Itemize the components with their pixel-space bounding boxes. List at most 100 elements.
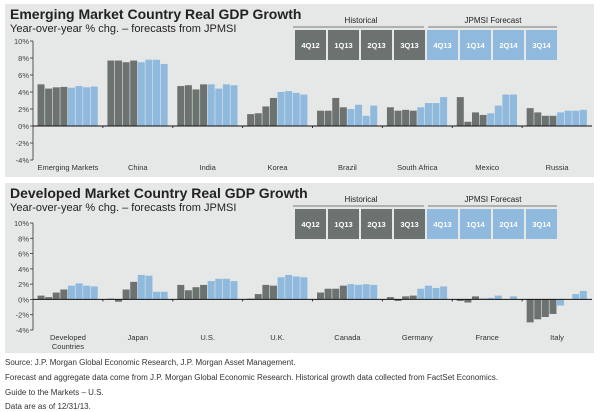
bar-germany-4q12 xyxy=(386,297,394,300)
y-tick-label: 0% xyxy=(18,122,29,131)
bar-italy-4q13 xyxy=(557,299,565,306)
category-label: Canada xyxy=(334,333,361,342)
category-label: Countries xyxy=(52,342,84,351)
bar-u-k--2q14 xyxy=(292,276,300,300)
bar-developed-countries-1q14 xyxy=(75,283,83,300)
bar-italy-4q12 xyxy=(526,299,534,323)
legend-label: 1Q13 xyxy=(334,41,352,50)
legend-box-3q13 xyxy=(394,30,425,60)
bar-china-1q13 xyxy=(115,60,123,126)
bar-mexico-3q13 xyxy=(479,114,487,126)
legend-box-1q13 xyxy=(328,30,359,60)
legend-label: 3Q13 xyxy=(400,220,418,229)
bar-developed-countries-2q13 xyxy=(52,292,60,300)
bar-u-k--1q13 xyxy=(254,294,262,300)
category-label: U.K. xyxy=(270,333,285,342)
category-label: Developed xyxy=(50,333,86,342)
bar-south-africa-3q13 xyxy=(409,110,417,126)
bar-korea-4q13 xyxy=(277,92,285,126)
y-tick-label: 4% xyxy=(18,88,29,97)
legend-box-1q13 xyxy=(328,209,359,239)
bar-emerging-markets-4q13 xyxy=(67,87,75,126)
historical-label: Historical xyxy=(345,195,378,204)
bar-germany-2q13 xyxy=(402,296,410,300)
y-tick-label: -4% xyxy=(16,156,30,165)
bar-emerging-markets-3q13 xyxy=(60,86,68,126)
developed-market-chart: Historical JPMSI Forecast 4Q12 1Q13 2Q13 3Q13… xyxy=(14,195,592,351)
bar-developed-countries-1q13 xyxy=(45,297,53,300)
category-label: U.S. xyxy=(200,333,215,342)
legend-box-4q13 xyxy=(427,30,458,60)
category-label: South Africa xyxy=(397,163,438,172)
bar-japan-3q13 xyxy=(130,281,138,300)
bar-india-1q13 xyxy=(184,85,192,126)
bar-france-4q12 xyxy=(456,299,464,301)
y-tick-label: 8% xyxy=(18,234,29,243)
bar-germany-3q14 xyxy=(440,286,448,300)
bar-u-s--1q13 xyxy=(184,290,192,300)
legend-box-4q12 xyxy=(295,30,326,60)
category-label: Mexico xyxy=(475,163,499,172)
bar-russia-1q14 xyxy=(564,110,572,126)
bar-china-2q13 xyxy=(122,62,130,126)
legend-box-2q13 xyxy=(361,209,392,239)
bar-india-4q12 xyxy=(177,86,185,126)
category-label: India xyxy=(200,163,217,172)
bar-russia-3q14 xyxy=(579,109,587,126)
bar-italy-2q14 xyxy=(572,294,580,300)
bar-china-4q13 xyxy=(137,62,145,126)
bar-india-3q14 xyxy=(230,85,238,126)
legend-box-4q12 xyxy=(295,209,326,239)
bar-mexico-4q12 xyxy=(456,97,464,126)
bar-china-3q13 xyxy=(130,60,138,126)
legend-label: 2Q14 xyxy=(499,41,518,50)
legend-box-1q14 xyxy=(460,30,491,60)
category-label: Italy xyxy=(550,333,564,342)
bar-russia-3q13 xyxy=(549,115,557,126)
emerging-market-panel: Emerging Market Country Real GDP Growth … xyxy=(5,4,594,177)
bar-canada-1q14 xyxy=(355,284,363,300)
bar-korea-3q14 xyxy=(300,94,308,126)
bar-brazil-3q14 xyxy=(370,105,378,126)
chart-title: Emerging Market Country Real GDP Growth xyxy=(10,6,302,22)
y-tick-label: 0% xyxy=(18,295,29,304)
emerging-market-chart: Historical JPMSI Forecast 4Q12 1Q13 2Q13 3Q13… xyxy=(14,16,592,172)
bar-japan-1q13 xyxy=(115,299,123,302)
bar-china-4q12 xyxy=(107,60,115,126)
date-note: Data are as of 12/31/13. xyxy=(5,402,91,411)
bar-india-3q13 xyxy=(200,84,208,126)
bar-france-1q14 xyxy=(494,295,502,300)
legend-label: 1Q14 xyxy=(466,41,485,50)
legend-label: 3Q13 xyxy=(400,41,418,50)
bar-india-4q13 xyxy=(207,84,215,126)
bar-mexico-2q14 xyxy=(502,94,510,126)
bar-u-s--3q14 xyxy=(230,281,238,300)
y-tick-label: -2% xyxy=(16,139,30,148)
bar-france-3q14 xyxy=(509,296,517,300)
legend-box-3q14 xyxy=(526,30,557,60)
bar-u-s--1q14 xyxy=(215,278,223,300)
bar-france-1q13 xyxy=(464,299,472,303)
bar-canada-2q14 xyxy=(362,284,370,300)
bar-u-s--3q13 xyxy=(200,284,208,300)
bar-germany-3q13 xyxy=(409,295,417,300)
bar-emerging-markets-3q14 xyxy=(90,86,98,126)
bar-south-africa-4q13 xyxy=(417,107,425,126)
category-label: Germany xyxy=(402,333,433,342)
bar-brazil-2q13 xyxy=(332,97,340,126)
bar-mexico-4q13 xyxy=(487,113,495,126)
bar-developed-countries-4q13 xyxy=(67,285,75,300)
legend-label: 4Q13 xyxy=(433,220,451,229)
bar-japan-4q13 xyxy=(137,274,145,300)
bar-canada-2q13 xyxy=(332,288,340,300)
bar-russia-2q14 xyxy=(572,110,580,126)
bar-china-3q14 xyxy=(160,63,168,126)
bar-japan-2q13 xyxy=(122,289,130,300)
legend-label: 2Q13 xyxy=(367,220,385,229)
category-label: Brazil xyxy=(338,163,357,172)
y-tick-label: 8% xyxy=(18,54,29,63)
bar-korea-1q14 xyxy=(285,91,293,126)
bar-emerging-markets-1q13 xyxy=(45,88,53,126)
bar-italy-3q14 xyxy=(579,291,587,300)
chart-subtitle: Year-over-year % chg. – forecasts from J… xyxy=(10,202,237,214)
